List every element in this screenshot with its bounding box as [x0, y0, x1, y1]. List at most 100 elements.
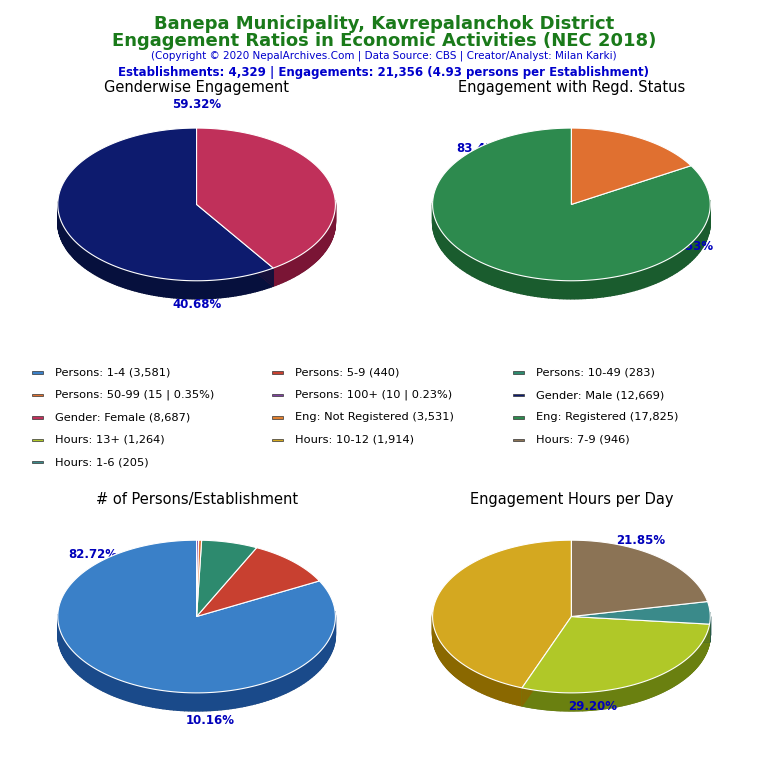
Polygon shape — [482, 675, 484, 694]
Polygon shape — [86, 663, 88, 682]
Polygon shape — [316, 654, 318, 674]
Polygon shape — [461, 663, 462, 681]
Polygon shape — [133, 684, 136, 703]
Polygon shape — [103, 260, 104, 280]
Polygon shape — [657, 676, 658, 694]
Polygon shape — [552, 280, 556, 298]
Polygon shape — [458, 249, 460, 268]
Polygon shape — [600, 279, 604, 297]
Polygon shape — [248, 275, 250, 293]
Polygon shape — [196, 693, 199, 711]
Polygon shape — [611, 277, 614, 296]
Polygon shape — [107, 263, 108, 281]
Polygon shape — [75, 242, 77, 261]
Polygon shape — [65, 229, 66, 248]
Polygon shape — [681, 663, 682, 681]
Polygon shape — [487, 677, 488, 696]
Polygon shape — [69, 647, 71, 667]
Polygon shape — [221, 691, 224, 710]
Polygon shape — [329, 637, 330, 657]
Polygon shape — [609, 690, 610, 708]
Polygon shape — [541, 691, 543, 710]
Polygon shape — [197, 204, 273, 286]
Polygon shape — [192, 693, 196, 711]
Polygon shape — [324, 644, 326, 664]
Polygon shape — [674, 254, 677, 273]
Polygon shape — [545, 691, 547, 710]
Polygon shape — [313, 657, 314, 677]
Polygon shape — [571, 617, 710, 642]
Polygon shape — [93, 667, 95, 687]
Polygon shape — [299, 255, 300, 274]
Polygon shape — [531, 277, 535, 296]
Polygon shape — [510, 685, 511, 703]
Polygon shape — [634, 684, 635, 703]
Polygon shape — [67, 644, 68, 664]
Polygon shape — [197, 540, 257, 617]
Polygon shape — [275, 267, 276, 286]
Polygon shape — [296, 668, 299, 687]
Text: 4.74%: 4.74% — [669, 617, 710, 630]
Polygon shape — [104, 262, 107, 280]
Polygon shape — [262, 271, 264, 290]
Polygon shape — [585, 693, 586, 710]
Text: 83.47%: 83.47% — [457, 142, 506, 155]
Polygon shape — [271, 268, 273, 287]
Polygon shape — [650, 266, 653, 286]
Polygon shape — [659, 263, 661, 282]
Polygon shape — [488, 266, 492, 285]
Polygon shape — [235, 690, 238, 708]
Polygon shape — [515, 687, 517, 705]
Polygon shape — [156, 277, 159, 296]
Polygon shape — [252, 686, 255, 704]
Polygon shape — [278, 266, 279, 284]
Polygon shape — [184, 693, 188, 711]
Polygon shape — [121, 269, 123, 287]
Polygon shape — [664, 260, 667, 280]
Polygon shape — [262, 683, 265, 702]
Polygon shape — [306, 662, 308, 682]
Polygon shape — [125, 270, 127, 289]
Polygon shape — [197, 128, 336, 268]
Polygon shape — [582, 693, 584, 710]
Polygon shape — [527, 689, 528, 707]
Polygon shape — [645, 681, 646, 700]
Text: Hours: 13+ (1,264): Hours: 13+ (1,264) — [55, 435, 164, 445]
Polygon shape — [246, 276, 248, 294]
Polygon shape — [677, 253, 680, 272]
Polygon shape — [647, 680, 648, 699]
Polygon shape — [698, 233, 700, 253]
Polygon shape — [240, 276, 243, 295]
Text: Gender: Female (8,687): Gender: Female (8,687) — [55, 412, 190, 422]
Polygon shape — [205, 280, 207, 299]
Polygon shape — [594, 692, 595, 710]
Polygon shape — [68, 233, 70, 253]
Polygon shape — [64, 227, 65, 247]
Polygon shape — [174, 692, 177, 710]
Polygon shape — [253, 273, 255, 293]
Polygon shape — [132, 272, 134, 291]
Polygon shape — [197, 548, 319, 617]
Polygon shape — [71, 649, 72, 669]
Polygon shape — [174, 280, 177, 298]
Polygon shape — [164, 279, 167, 297]
Polygon shape — [94, 256, 95, 275]
Polygon shape — [561, 693, 562, 710]
Polygon shape — [111, 677, 114, 696]
Polygon shape — [501, 682, 503, 701]
Polygon shape — [705, 224, 706, 244]
Polygon shape — [90, 253, 91, 273]
Polygon shape — [551, 692, 553, 710]
Polygon shape — [664, 673, 665, 691]
Polygon shape — [555, 693, 557, 710]
Polygon shape — [677, 665, 678, 684]
Polygon shape — [635, 684, 636, 703]
Text: Persons: 100+ (10 | 0.23%): Persons: 100+ (10 | 0.23%) — [296, 390, 452, 400]
Polygon shape — [85, 250, 87, 269]
Polygon shape — [319, 239, 320, 258]
Polygon shape — [462, 664, 463, 683]
Polygon shape — [604, 690, 605, 709]
Polygon shape — [450, 242, 452, 262]
Polygon shape — [203, 693, 207, 711]
Polygon shape — [492, 267, 495, 286]
